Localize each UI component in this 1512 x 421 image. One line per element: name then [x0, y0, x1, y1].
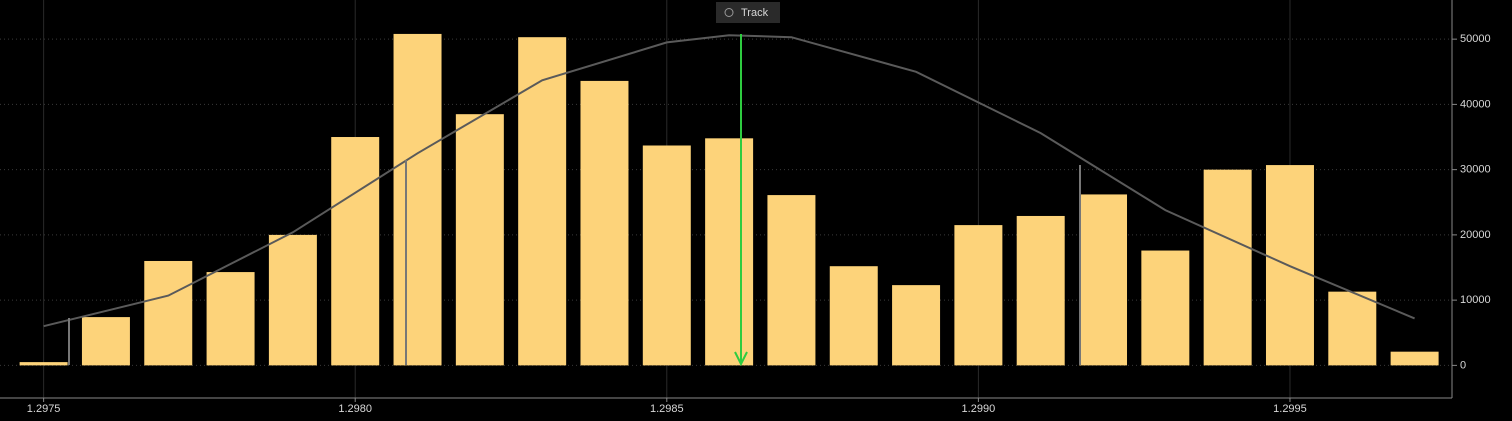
- bar: [518, 37, 567, 366]
- bar: [1390, 351, 1439, 366]
- bar: [1079, 194, 1128, 366]
- bar: [1141, 250, 1190, 366]
- x-tick-label: 1.2975: [27, 403, 61, 415]
- button-icon: [724, 8, 734, 17]
- y-tick-label: 30000: [1460, 164, 1491, 176]
- bar: [642, 145, 691, 366]
- arrow-head: [734, 351, 748, 367]
- curve: [43, 34, 1415, 328]
- x-tick-label: 1.2995: [1273, 403, 1307, 415]
- bar: [393, 33, 442, 366]
- x-tick-label: 1.2990: [962, 403, 996, 415]
- bar: [892, 285, 941, 366]
- bar: [19, 362, 68, 366]
- bar: [829, 266, 878, 366]
- bar: [455, 114, 504, 366]
- bar: [580, 80, 629, 366]
- bar: [331, 137, 380, 366]
- bar: [1203, 169, 1252, 366]
- y-tick-label: 0: [1460, 359, 1466, 371]
- bar: [206, 272, 255, 366]
- y-tick-label: 40000: [1460, 98, 1491, 110]
- y-tick-label: 10000: [1460, 294, 1491, 306]
- bar: [954, 225, 1003, 366]
- bar: [81, 317, 130, 366]
- track-button[interactable]: Track: [716, 2, 780, 23]
- bar: [1328, 291, 1377, 366]
- x-tick-label: 1.2985: [650, 403, 684, 415]
- button-label[interactable]: Track: [741, 7, 769, 19]
- bar: [767, 195, 816, 366]
- button-bg[interactable]: [716, 2, 780, 23]
- x-tick-label: 1.2980: [338, 403, 372, 415]
- bar: [1016, 215, 1065, 366]
- y-tick-label: 50000: [1460, 33, 1491, 45]
- bar: [705, 138, 754, 366]
- bar: [144, 260, 193, 366]
- bar: [268, 234, 317, 366]
- y-tick-label: 20000: [1460, 229, 1491, 241]
